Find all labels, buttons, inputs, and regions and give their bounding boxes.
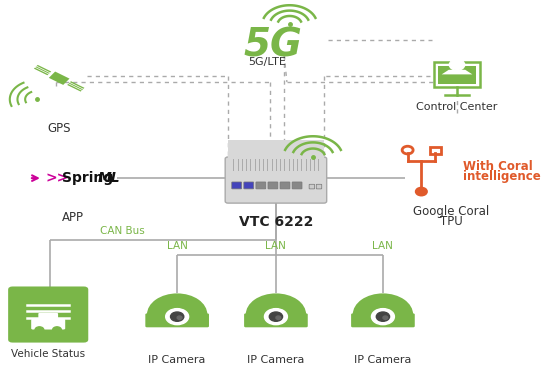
Circle shape [170, 312, 184, 321]
FancyBboxPatch shape [225, 157, 326, 203]
Text: CAN Bus: CAN Bus [100, 226, 145, 236]
Wedge shape [147, 293, 207, 315]
Wedge shape [246, 293, 306, 315]
Text: APP: APP [62, 211, 84, 224]
Text: Control Center: Control Center [416, 102, 498, 112]
Text: ML: ML [98, 171, 121, 185]
Text: LAN: LAN [372, 241, 393, 251]
FancyBboxPatch shape [292, 182, 302, 189]
Text: Vehicle Status: Vehicle Status [11, 349, 85, 359]
FancyBboxPatch shape [268, 182, 278, 189]
Circle shape [35, 327, 44, 333]
FancyBboxPatch shape [433, 62, 480, 87]
FancyBboxPatch shape [256, 182, 266, 189]
FancyBboxPatch shape [38, 313, 58, 321]
Text: IP Camera: IP Camera [248, 355, 305, 365]
Text: Spring: Spring [62, 171, 113, 185]
Polygon shape [442, 70, 473, 74]
Circle shape [269, 312, 283, 321]
Polygon shape [67, 81, 85, 92]
FancyBboxPatch shape [228, 140, 324, 170]
Circle shape [449, 60, 465, 70]
Circle shape [371, 308, 394, 325]
Circle shape [264, 308, 287, 325]
Circle shape [166, 308, 189, 325]
FancyBboxPatch shape [146, 313, 209, 327]
Text: 5G/LTE: 5G/LTE [249, 57, 286, 67]
FancyBboxPatch shape [31, 319, 65, 329]
Text: LAN: LAN [167, 241, 188, 251]
Text: With Coral: With Coral [463, 160, 532, 173]
FancyBboxPatch shape [437, 66, 477, 84]
Polygon shape [34, 65, 51, 75]
Circle shape [383, 316, 388, 319]
FancyBboxPatch shape [280, 182, 290, 189]
Text: Google Coral: Google Coral [413, 205, 489, 218]
FancyBboxPatch shape [232, 182, 241, 189]
Text: TPU: TPU [440, 215, 463, 228]
Circle shape [276, 316, 281, 319]
Text: IP Camera: IP Camera [148, 355, 206, 365]
Wedge shape [353, 293, 413, 315]
Text: >>: >> [45, 171, 69, 185]
Text: LAN: LAN [265, 241, 286, 251]
FancyBboxPatch shape [8, 286, 88, 342]
Circle shape [416, 188, 427, 195]
Text: GPS: GPS [48, 122, 71, 135]
FancyBboxPatch shape [244, 313, 308, 327]
FancyBboxPatch shape [351, 313, 415, 327]
FancyBboxPatch shape [316, 184, 322, 189]
Text: intelligence: intelligence [463, 170, 540, 183]
FancyBboxPatch shape [309, 184, 315, 189]
Circle shape [177, 316, 182, 319]
Text: IP Camera: IP Camera [354, 355, 412, 365]
Polygon shape [49, 72, 69, 85]
FancyBboxPatch shape [244, 182, 254, 189]
Text: VTC 6222: VTC 6222 [239, 215, 313, 229]
Circle shape [53, 327, 62, 333]
Circle shape [376, 312, 390, 321]
Text: 5G: 5G [243, 26, 302, 64]
